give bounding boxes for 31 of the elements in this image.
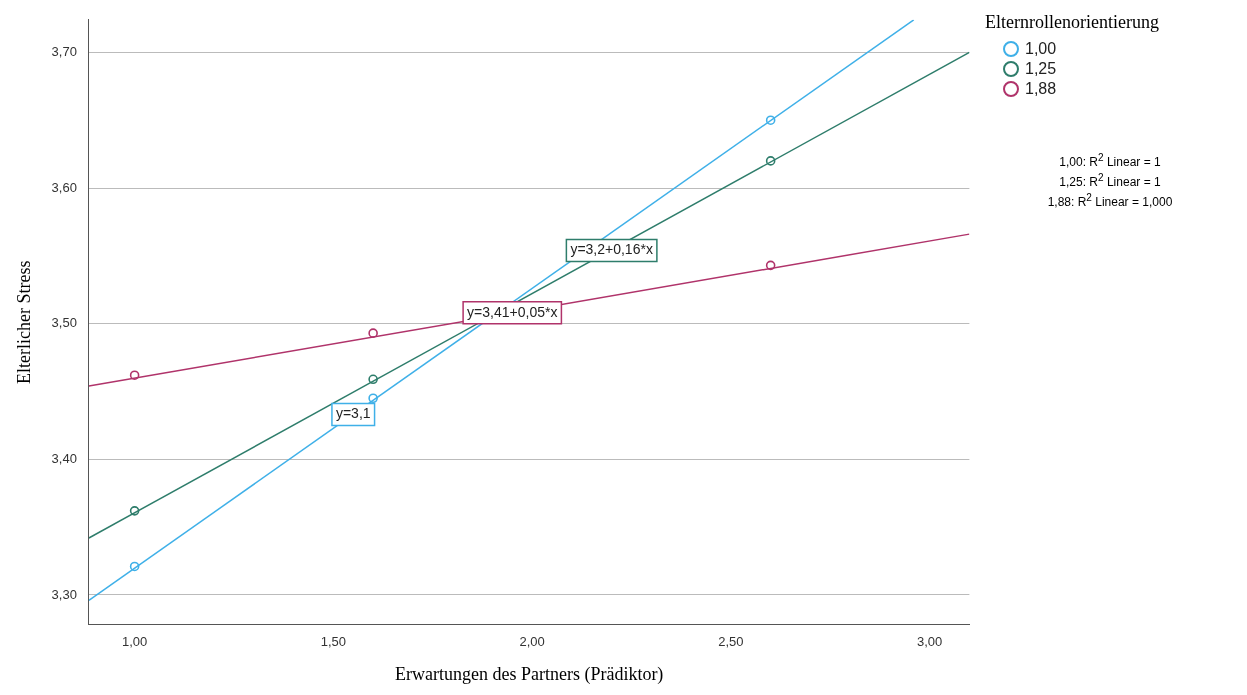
legend-label: 1,88 xyxy=(1025,80,1057,98)
x-tick-label: 1,00 xyxy=(121,634,148,650)
y-axis-title: Elterlicher Stress xyxy=(13,260,34,385)
y-tick-label: 3,30 xyxy=(51,586,77,602)
point xyxy=(368,328,378,338)
legend-label: 1,00 xyxy=(1025,40,1057,58)
point xyxy=(765,156,776,166)
text: 1,00: R$^{2}$ Linear = 1 xyxy=(1058,151,1162,170)
point xyxy=(129,561,140,572)
point xyxy=(368,374,378,385)
x-tick-label: 2,00 xyxy=(519,634,545,650)
y-tick-label: 3,40 xyxy=(51,450,77,466)
y-tick-label: 3,60 xyxy=(51,179,77,195)
annotation: y=3,2+0,16*x xyxy=(570,241,653,258)
point xyxy=(129,370,140,380)
x-tick-label: 3,00 xyxy=(916,634,943,650)
y-tick-label: 3,50 xyxy=(51,315,77,331)
annotation: y=3,1 xyxy=(335,405,371,422)
text: 1,25: R$^{2}$ Linear = 1 xyxy=(1058,171,1162,190)
x-axis-title: Erwartungen des Partners (Prädiktor) xyxy=(394,663,664,685)
annotation: y=3,41+0,05*x xyxy=(467,303,558,320)
text: 1,88: R$^{2}$ Linear = 1,000 xyxy=(1046,191,1174,210)
legend-label: 1,25 xyxy=(1025,60,1057,78)
x-tick-label: 2,50 xyxy=(718,634,744,650)
point xyxy=(765,115,776,125)
legend-title: Elternrollenorientierung xyxy=(985,12,1160,33)
point xyxy=(765,260,776,271)
point xyxy=(129,506,140,516)
point xyxy=(368,393,378,404)
y-tick-label: 3,70 xyxy=(51,43,77,59)
x-tick-label: 1,50 xyxy=(320,634,347,650)
